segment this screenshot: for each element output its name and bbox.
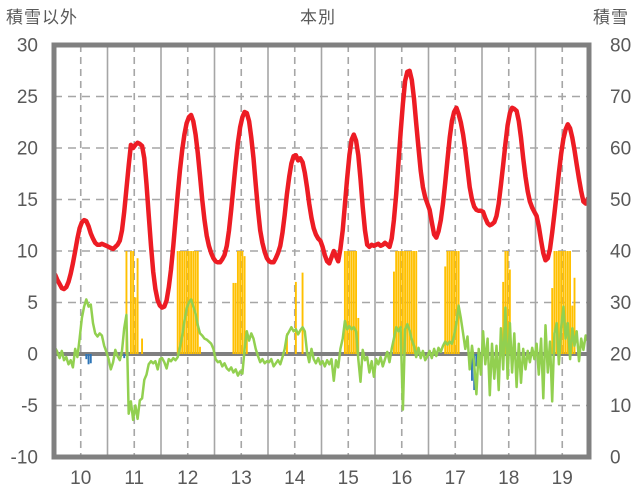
svg-text:15: 15 — [17, 190, 38, 211]
plot-border — [51, 42, 592, 460]
svg-text:14: 14 — [284, 468, 306, 489]
svg-text:16: 16 — [391, 468, 412, 489]
svg-text:10: 10 — [70, 468, 91, 489]
x-axis-ticks: 10 11 12 13 14 15 16 17 18 19 — [70, 468, 573, 489]
chart-title: 本別 — [300, 8, 336, 27]
svg-text:5: 5 — [27, 293, 38, 314]
svg-text:30: 30 — [610, 293, 631, 314]
svg-text:17: 17 — [445, 468, 466, 489]
svg-text:10: 10 — [610, 396, 631, 417]
left-axis-ticks: 30 25 20 15 10 5 0 -5 -10 — [11, 36, 38, 469]
svg-text:25: 25 — [17, 87, 38, 108]
left-axis-title: 積雪以外 — [6, 8, 78, 27]
series-green-line — [53, 298, 590, 422]
svg-text:12: 12 — [177, 468, 198, 489]
svg-text:15: 15 — [338, 468, 359, 489]
svg-text:30: 30 — [17, 36, 38, 57]
svg-text:18: 18 — [498, 468, 519, 489]
svg-text:0: 0 — [610, 448, 621, 469]
svg-text:13: 13 — [231, 468, 252, 489]
svg-text:60: 60 — [610, 139, 631, 160]
right-axis-title: 積雪 — [593, 8, 629, 27]
svg-text:0: 0 — [27, 345, 38, 366]
right-axis-ticks: 80 70 60 50 40 30 20 10 0 — [610, 36, 631, 469]
svg-text:20: 20 — [610, 345, 631, 366]
svg-text:20: 20 — [17, 139, 38, 160]
svg-text:11: 11 — [124, 468, 144, 489]
svg-text:40: 40 — [610, 242, 631, 263]
svg-text:-5: -5 — [21, 396, 38, 417]
svg-text:10: 10 — [17, 242, 38, 263]
series-red-line — [52, 68, 591, 310]
svg-text:70: 70 — [610, 87, 631, 108]
svg-text:50: 50 — [610, 190, 631, 211]
svg-text:80: 80 — [610, 36, 631, 57]
svg-text:-10: -10 — [11, 448, 38, 469]
svg-text:19: 19 — [552, 468, 573, 489]
